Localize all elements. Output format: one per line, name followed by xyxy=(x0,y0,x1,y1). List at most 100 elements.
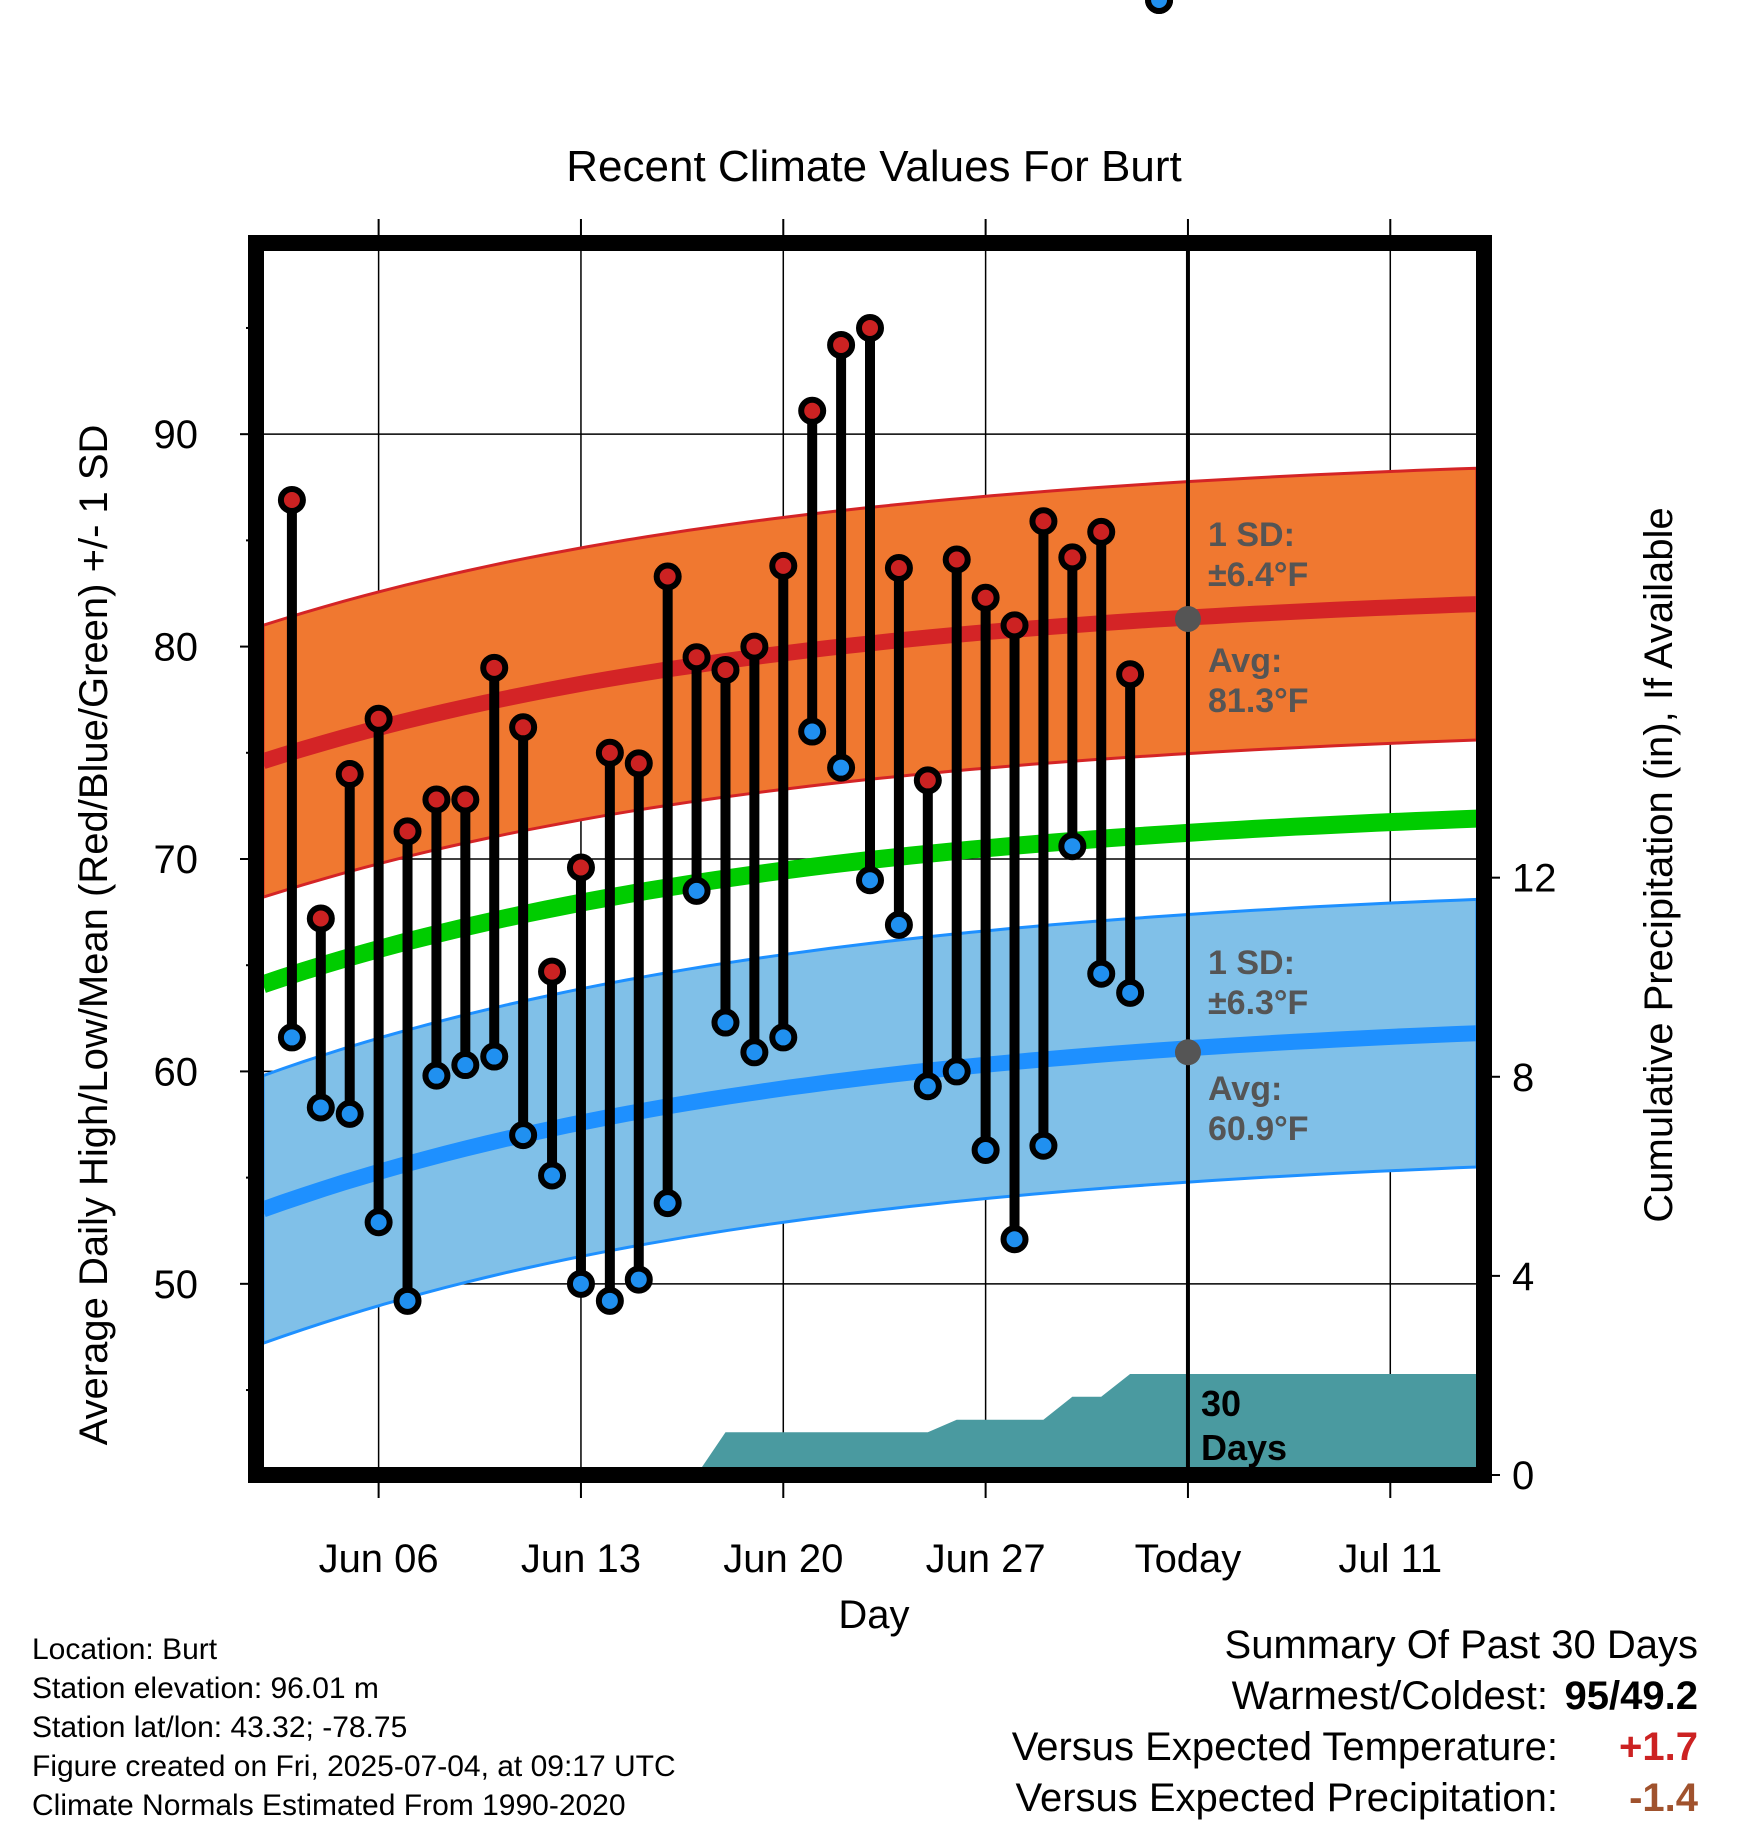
daily-low-point xyxy=(451,1051,480,1080)
daily-low-point xyxy=(306,1093,335,1122)
daily-low-point xyxy=(769,1023,798,1052)
daily-low-point xyxy=(653,1189,682,1218)
daily-low-point xyxy=(538,1161,567,1190)
precip-area xyxy=(696,1374,1477,1475)
created-text: Figure created on Fri, 2025-07-04, at 09… xyxy=(32,1750,676,1783)
daily-low-point xyxy=(740,1038,769,1067)
daily-high-point xyxy=(335,760,364,789)
x-tick-label: Jun 13 xyxy=(521,1537,641,1581)
precip-value: -1.4 xyxy=(1629,1776,1698,1820)
daily-low-point xyxy=(913,1072,942,1101)
warmest-high: 95 xyxy=(1564,1674,1610,1718)
low-sd-label-line: 1 SD: xyxy=(1208,944,1295,982)
daily-high-point xyxy=(422,785,451,814)
daily-high-point xyxy=(1116,660,1145,689)
daily-high-point xyxy=(1029,507,1058,536)
y-tick-label: 90 xyxy=(154,413,199,457)
summary-warmest-row: Warmest/Coldest: 95/49.2 xyxy=(1012,1671,1698,1722)
low-avg-label: Avg: 60.9°F xyxy=(1208,1070,1309,1148)
daily-low-point xyxy=(682,876,711,905)
x-tick-label: Jun 06 xyxy=(319,1537,439,1581)
normals-text: Climate Normals Estimated From 1990-2020 xyxy=(32,1789,626,1822)
x-tick-label: Jul 11 xyxy=(1338,1537,1442,1581)
daily-high-point xyxy=(566,853,595,882)
y-tick-label: 70 xyxy=(154,838,199,882)
y-axis-label: Average Daily High/Low/Mean (Red/Blue/Gr… xyxy=(72,425,116,1446)
daily-high-point xyxy=(509,713,538,742)
high-avg-label: Avg: 81.3°F xyxy=(1208,642,1309,720)
daily-low-point xyxy=(595,1286,624,1315)
location-text: Location: Burt xyxy=(32,1633,218,1666)
daily-high-point xyxy=(827,330,856,359)
y2-tick-label: 12 xyxy=(1512,857,1557,901)
daily-high-point xyxy=(913,766,942,795)
daily-low-point xyxy=(1058,832,1087,861)
daily-high-point xyxy=(1058,543,1087,572)
daily-low-point xyxy=(422,1061,451,1090)
x-tick-label: Jun 20 xyxy=(723,1537,843,1581)
summary-panel: Summary Of Past 30 Days Warmest/Coldest:… xyxy=(1012,1620,1698,1824)
precip-label: Versus Expected Precipitation: xyxy=(1015,1776,1558,1820)
daily-low-point xyxy=(624,1265,653,1294)
daily-high-point xyxy=(480,653,509,682)
y-tick-label: 50 xyxy=(154,1263,199,1307)
temp-value: +1.7 xyxy=(1619,1725,1698,1769)
low-avg-marker xyxy=(1174,1039,1201,1066)
high-avg-marker xyxy=(1174,605,1201,632)
temp-label: Versus Expected Temperature: xyxy=(1011,1725,1558,1769)
daily-high-point xyxy=(798,396,827,425)
low-sd-label-line: ±6.3°F xyxy=(1208,984,1308,1022)
daily-low-point xyxy=(856,866,884,895)
daily-low-point xyxy=(1145,0,1174,14)
daily-high-point xyxy=(682,643,711,672)
daily-high-point xyxy=(856,313,884,342)
daily-low-point xyxy=(1000,1225,1029,1254)
daily-high-point xyxy=(740,632,769,661)
daily-high-point xyxy=(624,749,653,778)
high-sd-label: 1 SD: ±6.4°F xyxy=(1208,516,1308,594)
station-info: Location: Burt Station elevation: 96.01 … xyxy=(32,1630,676,1825)
daily-high-point xyxy=(277,486,306,515)
y-tick-label: 60 xyxy=(154,1050,199,1094)
warmest-low: /49.2 xyxy=(1609,1674,1698,1718)
days-window-label: 30 Days xyxy=(1201,1383,1287,1468)
daily-low-point xyxy=(364,1208,393,1237)
warmest-label: Warmest/Coldest: xyxy=(1231,1674,1548,1718)
high-sd-label-line: 1 SD: xyxy=(1208,516,1295,554)
y2-tick-label: 0 xyxy=(1512,1454,1534,1498)
daily-low-point xyxy=(277,1023,306,1052)
summary-precip-row: Versus Expected Precipitation: -1.4 xyxy=(1012,1773,1698,1824)
daily-low-point xyxy=(509,1121,538,1150)
daily-high-point xyxy=(971,583,1000,612)
daily-low-point xyxy=(971,1136,1000,1165)
x-tick-label: Jun 27 xyxy=(926,1537,1046,1581)
y2-tick-label: 8 xyxy=(1512,1056,1534,1100)
daily-low-point xyxy=(798,717,827,746)
chart-title: Recent Climate Values For Burt xyxy=(566,142,1181,191)
y-tick-label: 80 xyxy=(154,626,199,670)
latlon-text: Station lat/lon: 43.32; -78.75 xyxy=(32,1711,408,1744)
x-tick-label: Today xyxy=(1135,1537,1242,1581)
daily-high-point xyxy=(653,562,682,591)
daily-low-point xyxy=(884,910,913,939)
daily-high-point xyxy=(393,817,422,846)
days-window-line: 30 xyxy=(1201,1383,1241,1424)
high-avg-label-line: 81.3°F xyxy=(1208,682,1309,720)
daily-high-point xyxy=(942,545,971,574)
daily-high-point xyxy=(884,553,913,582)
low-avg-label-line: Avg: xyxy=(1208,1070,1282,1108)
daily-high-point xyxy=(364,704,393,733)
summary-heading: Summary Of Past 30 Days xyxy=(1224,1623,1698,1667)
summary-temp-row: Versus Expected Temperature: +1.7 xyxy=(1012,1722,1698,1773)
elevation-text: Station elevation: 96.01 m xyxy=(32,1672,379,1705)
daily-low-point xyxy=(711,1008,740,1037)
daily-high-point xyxy=(595,738,624,767)
days-window-line: Days xyxy=(1201,1427,1287,1468)
low-avg-label-line: 60.9°F xyxy=(1208,1110,1309,1148)
daily-low-point xyxy=(827,753,856,782)
daily-high-point xyxy=(451,785,480,814)
high-sd-label-line: ±6.4°F xyxy=(1208,556,1308,594)
daily-low-point xyxy=(335,1099,364,1128)
normal-low-line xyxy=(263,1025,1477,1218)
